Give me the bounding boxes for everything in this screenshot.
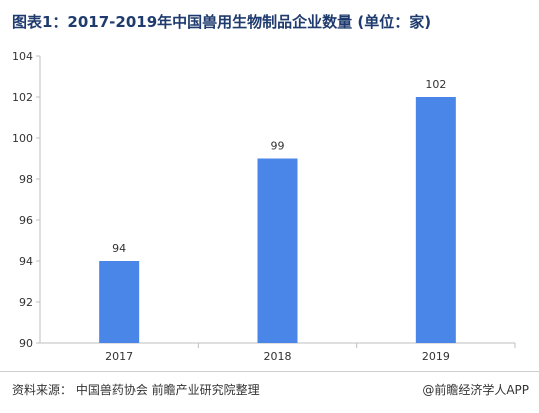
bar-value-label: 102	[425, 78, 446, 91]
credit-note: @前瞻经济学人APP	[422, 383, 529, 397]
y-tick-label: 102	[12, 91, 33, 104]
bar-value-label: 94	[112, 242, 126, 255]
chart-title: 图表1：2017-2019年中国兽用生物制品企业数量 (单位：家)	[12, 13, 432, 31]
y-tick-label: 90	[19, 337, 33, 350]
labels-layer: 94 2017 99 2018 102 2019	[105, 78, 450, 363]
bar-value-label: 99	[271, 140, 285, 153]
x-tick-label: 2017	[105, 350, 133, 363]
y-tick-label: 104	[12, 50, 33, 63]
y-tick-label: 96	[19, 214, 33, 227]
bar-chart: 90 92 94 96 98 100 102 104 94 2017 99 2018 102 2019	[12, 50, 516, 363]
y-tick-label: 94	[19, 255, 33, 268]
axes-layer: 90 92 94 96 98 100 102 104	[12, 50, 516, 350]
x-tick-label: 2019	[422, 350, 450, 363]
bar-2017	[99, 261, 140, 343]
y-tick-label: 100	[12, 132, 33, 145]
y-tick-label: 98	[19, 173, 33, 186]
source-note: 资料来源： 中国兽药协会 前瞻产业研究院整理	[12, 383, 260, 397]
bars-layer	[99, 97, 456, 343]
footer: 资料来源： 中国兽药协会 前瞻产业研究院整理 @前瞻经济学人APP	[0, 371, 539, 413]
y-tick-label: 92	[19, 296, 33, 309]
bar-2019	[415, 97, 456, 343]
x-tick-label: 2018	[264, 350, 292, 363]
bar-2018	[257, 158, 298, 343]
